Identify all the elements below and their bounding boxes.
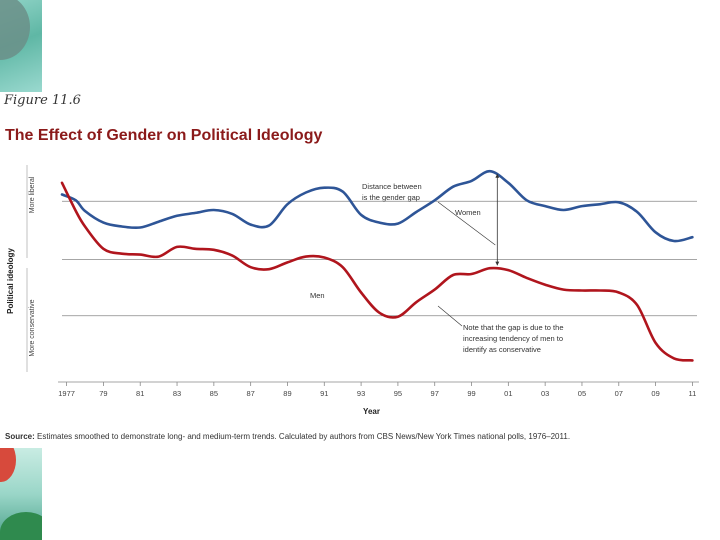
source-text: Estimates smoothed to demonstrate long- … [37,432,571,441]
x-tick-label: 01 [504,389,512,398]
x-tick-label: 1977 [58,389,75,398]
decorative-image-bottom [0,448,42,540]
annotation-note-line2: increasing tendency of men to [463,334,563,343]
source-note: Source: Estimates smoothed to demonstrat… [5,432,570,441]
x-tick-label: 95 [394,389,402,398]
annotation-gap-line1: Distance between [362,182,422,191]
x-tick-label: 81 [136,389,144,398]
annotation-note-line3: identify as conservative [463,345,541,354]
x-tick-label: 09 [651,389,659,398]
x-tick-label: 93 [357,389,365,398]
chart-title: The Effect of Gender on Political Ideolo… [5,127,323,144]
x-tick-label: 97 [431,389,439,398]
annotation-men-label: Men [310,291,325,300]
x-tick-label: 87 [246,389,254,398]
x-tick-label: 91 [320,389,328,398]
x-axis-label: Year [363,407,380,416]
decorative-image-top [0,0,42,92]
y-axis-label-bottom: More conservative [29,299,36,356]
x-tick-label: 05 [578,389,586,398]
x-tick-label: 03 [541,389,549,398]
source-label: Source: [5,432,35,441]
y-axis-label: Political ideology [6,248,15,314]
x-tick-label: 89 [283,389,291,398]
chart: 1977 79 81 83 85 87 89 91 93 95 97 99 01 03 05 07 09 11 Ye… [6,165,699,416]
x-tick-label: 79 [99,389,107,398]
annotation-gap-line2: is the gender gap [362,193,420,202]
series-line-men [60,181,694,362]
annotation-women-label: Women [455,208,481,217]
annotation-gap-leader [437,201,496,246]
series-line-women [60,169,694,243]
y-axis-label-top: More liberal [29,176,36,213]
x-tick-label: 11 [689,389,697,398]
figure-label: Figure 11.6 [4,93,81,108]
annotation-note-leader [437,305,463,327]
x-tick-label: 83 [173,389,181,398]
x-tick-label: 85 [210,389,218,398]
x-tick-label: 99 [467,389,475,398]
x-tick-label: 07 [615,389,623,398]
annotation-note-line1: Note that the gap is due to the [463,323,564,332]
